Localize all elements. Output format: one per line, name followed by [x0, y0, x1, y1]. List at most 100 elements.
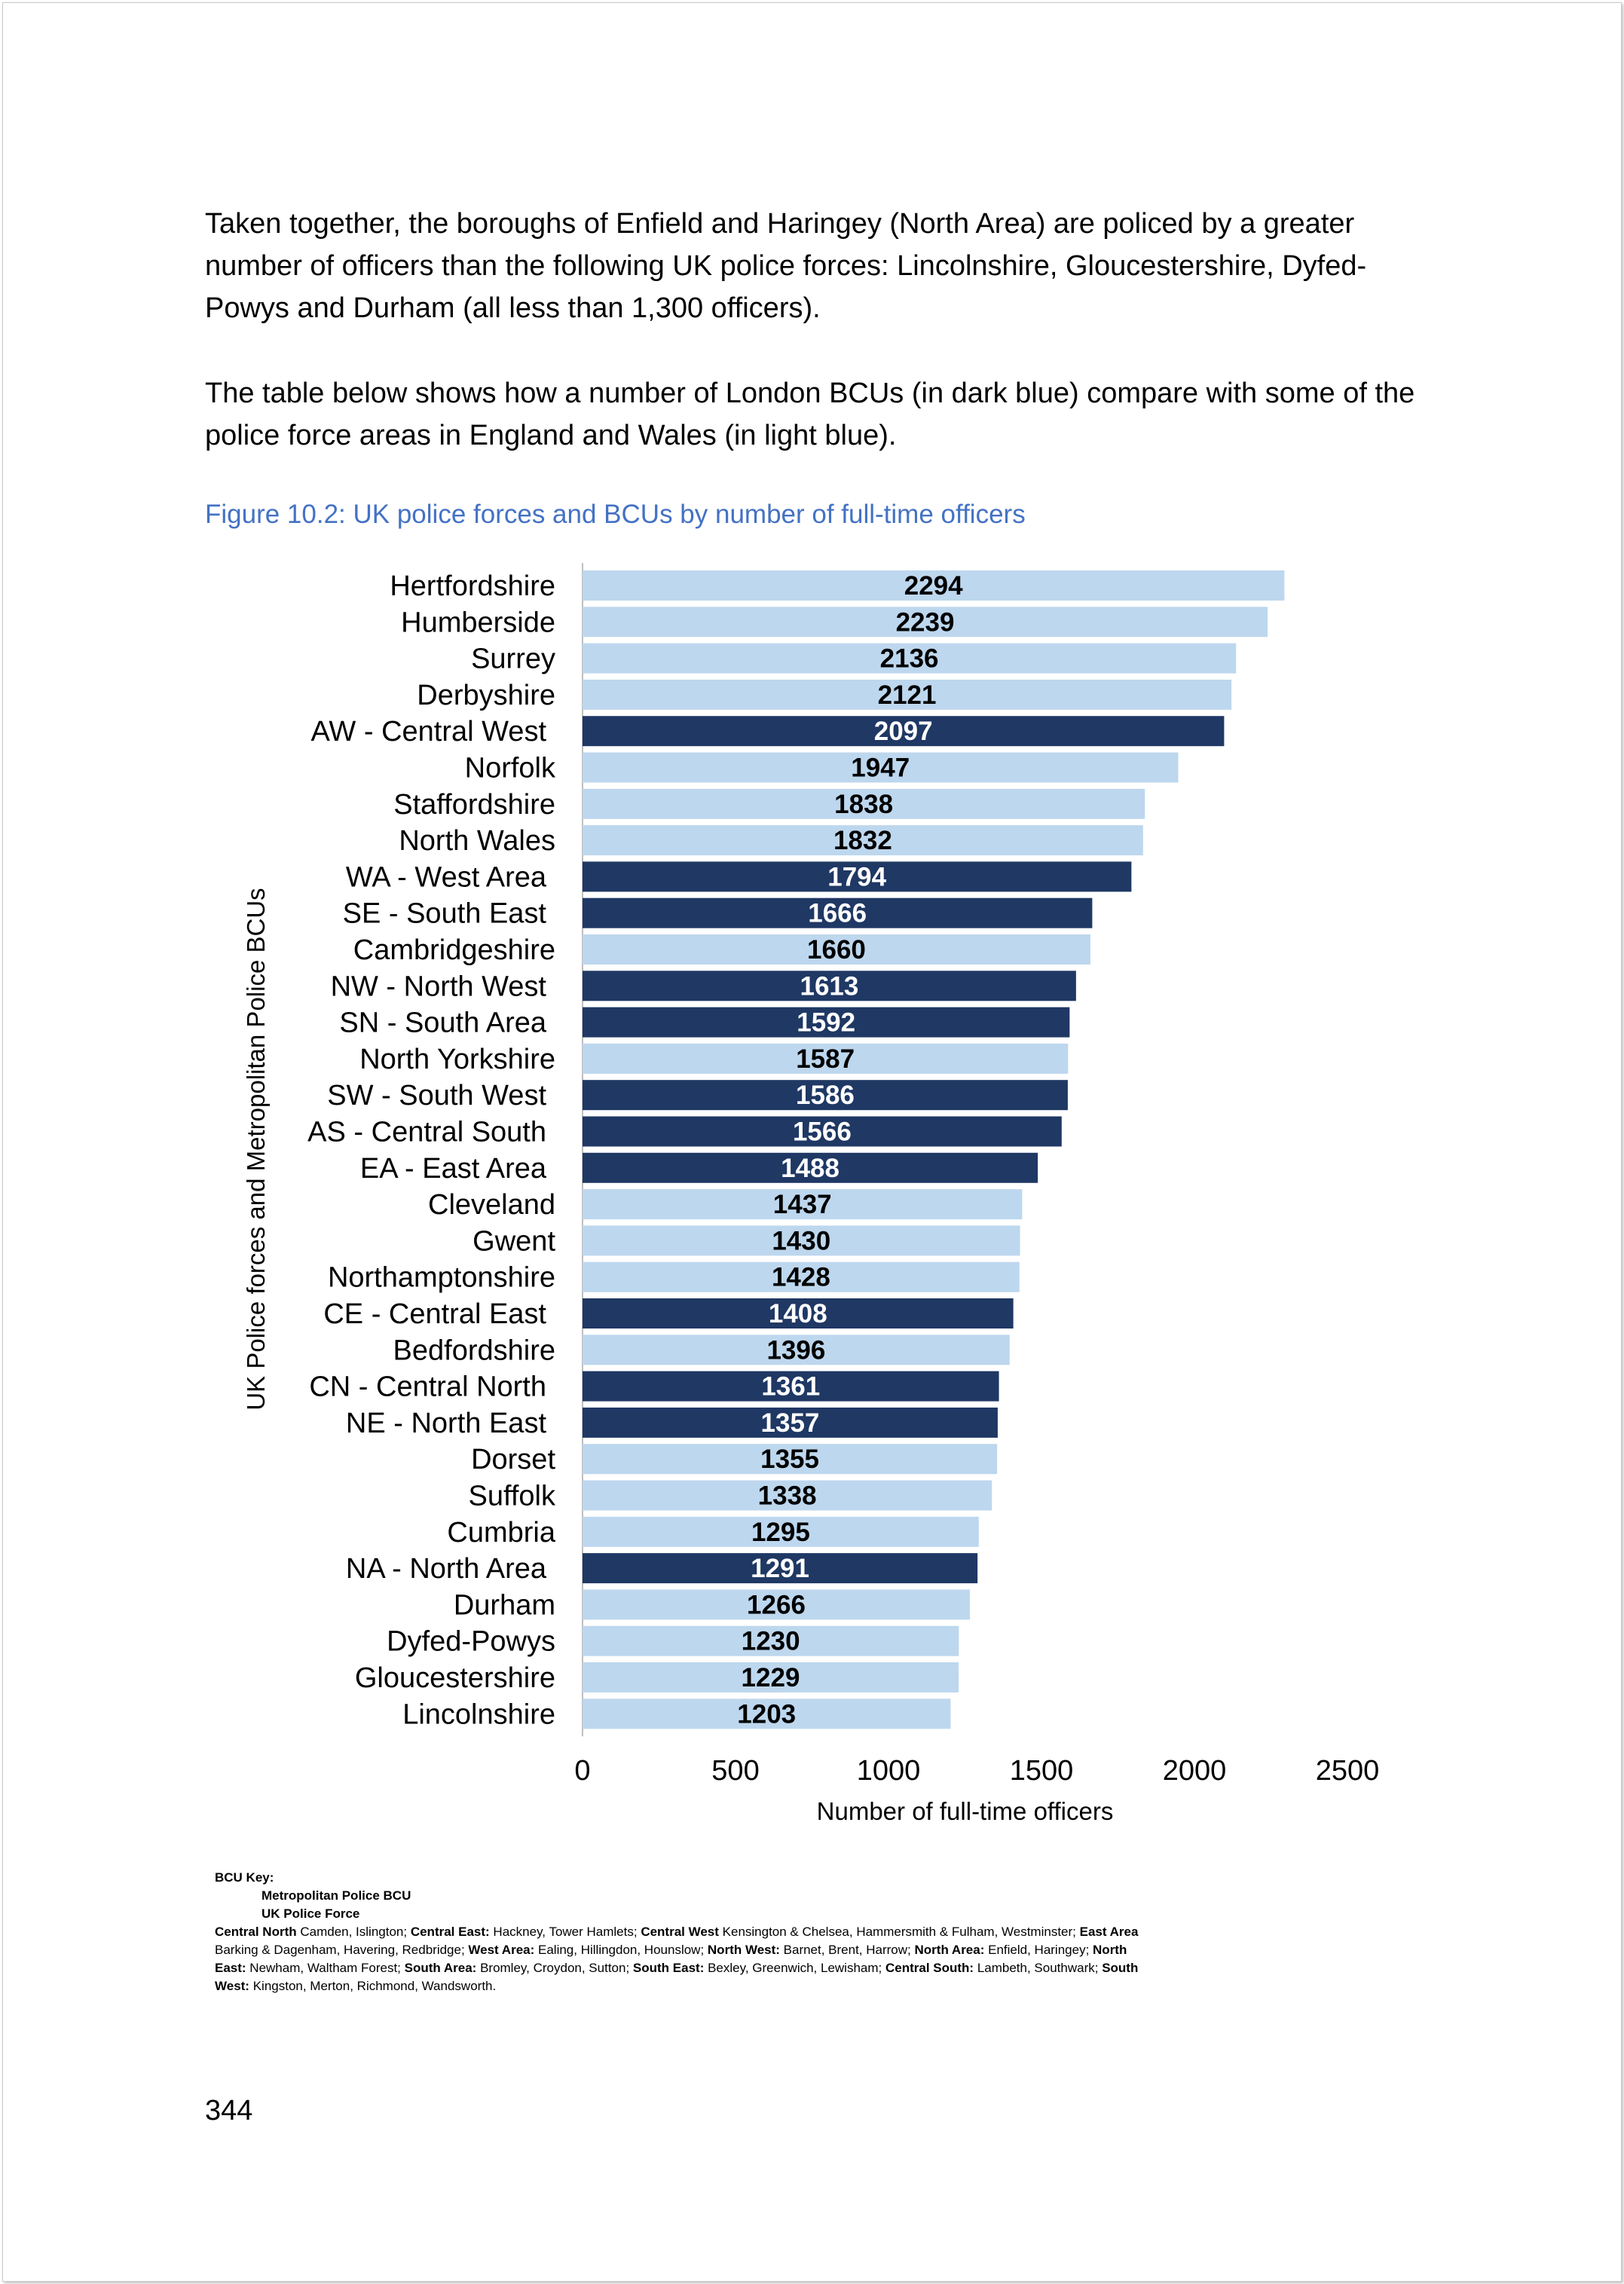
bar: [583, 1225, 1020, 1256]
bar: [583, 1043, 1069, 1074]
bar: [583, 1662, 959, 1692]
category-label: Derbyshire: [417, 680, 555, 711]
bar-value-label: 2294: [904, 571, 963, 601]
intro-paragraph-1: Taken together, the boroughs of Enfield …: [205, 208, 1367, 324]
bar: [583, 1444, 998, 1475]
x-tick-label: 2500: [1316, 1755, 1380, 1787]
key-area-boroughs: Lambeth, Southwark;: [974, 1961, 1103, 1975]
x-axis-title: Number of full-time officers: [817, 1797, 1114, 1825]
category-label: NW - North West: [331, 971, 547, 1002]
category-label: Cambridgeshire: [353, 934, 555, 966]
bar: [583, 1007, 1070, 1038]
x-tick-label: 500: [711, 1755, 759, 1787]
key-area-name: South Area:: [404, 1961, 477, 1975]
bar-value-label: 2097: [874, 717, 933, 746]
bar: [583, 1116, 1062, 1147]
bar: [583, 1371, 999, 1402]
bar-value-label: 1361: [761, 1372, 820, 1402]
bar: [583, 825, 1143, 856]
bar-value-label: 1430: [772, 1226, 830, 1255]
category-label: Staffordshire: [393, 789, 555, 821]
category-label: Hertfordshire: [390, 570, 555, 602]
bar-value-label: 2239: [896, 607, 955, 637]
bar-value-label: 1396: [766, 1335, 825, 1365]
category-label: North Yorkshire: [359, 1044, 555, 1075]
key-area-boroughs: Ealing, Hillingdon, Hounslow;: [534, 1943, 708, 1957]
key-area-boroughs: Kensington & Chelsea, Hammersmith & Fulh…: [718, 1925, 1080, 1939]
category-label: Surrey: [471, 644, 555, 675]
bcu-key-legend-force: UK Police Force: [261, 1906, 360, 1921]
bar-value-label: 1660: [807, 935, 866, 965]
category-label: Durham: [454, 1589, 555, 1621]
bar-value-label: 1947: [851, 754, 910, 783]
bar-value-label: 1355: [760, 1445, 819, 1474]
key-area-boroughs: Bexley, Greenwich, Lewisham;: [704, 1961, 885, 1975]
category-label: Gwent: [473, 1225, 555, 1257]
bar: [583, 1189, 1023, 1220]
bar-value-label: 1203: [737, 1699, 796, 1729]
category-label: AS - Central South: [307, 1117, 546, 1148]
bar-value-label: 1566: [793, 1118, 852, 1147]
key-area-name: Central West: [641, 1925, 719, 1939]
bar: [583, 1261, 1020, 1292]
category-label: Norfolk: [465, 753, 556, 784]
bar-value-label: 1428: [772, 1263, 830, 1292]
bar: [583, 716, 1225, 747]
x-tick-label: 2000: [1163, 1755, 1227, 1787]
bar: [583, 1698, 951, 1729]
key-area-name: South East:: [632, 1961, 705, 1975]
bar: [583, 1589, 970, 1620]
key-area-boroughs: Barnet, Brent, Harrow;: [779, 1943, 915, 1957]
key-area-name: East Area: [1079, 1925, 1139, 1939]
category-label: NE - North East: [346, 1408, 547, 1439]
key-area-boroughs: Bromley, Croydon, Sutton;: [476, 1961, 633, 1975]
bar-value-label: 1586: [796, 1081, 855, 1110]
category-label: AW - Central West: [311, 716, 547, 748]
x-tick-label: 0: [574, 1755, 590, 1787]
bar: [583, 1553, 978, 1584]
key-area-name: Central East:: [410, 1925, 490, 1939]
bar-value-label: 1230: [742, 1627, 800, 1656]
bar: [583, 752, 1179, 783]
category-label: SW - South West: [327, 1080, 546, 1111]
category-label: EA - East Area: [360, 1153, 547, 1185]
bar: [583, 1298, 1014, 1329]
key-area-boroughs: Camden, Islington;: [296, 1925, 411, 1939]
x-tick-label: 1500: [1010, 1755, 1074, 1787]
bar: [583, 679, 1232, 710]
category-label: Dyfed-Powys: [387, 1626, 555, 1658]
bar: [583, 1152, 1038, 1183]
y-axis-title: UK Police forces and Metropolitan Police…: [242, 888, 270, 1410]
bar: [583, 971, 1076, 1001]
bcu-key-heading: BCU Key:: [215, 1870, 274, 1885]
bar-value-label: 1437: [773, 1190, 832, 1219]
bar: [583, 607, 1268, 638]
category-label: Cumbria: [447, 1517, 555, 1549]
bar: [583, 1516, 979, 1547]
key-area-name: North East:: [215, 1943, 1127, 1975]
category-label: SE - South East: [343, 898, 547, 930]
bar: [583, 643, 1237, 674]
key-area-name: North Area:: [914, 1943, 985, 1957]
intro-paragraph-2: The table below shows how a number of Lo…: [205, 378, 1415, 451]
bar-value-label: 1266: [747, 1590, 806, 1619]
bcu-key-legend-bcu: Metropolitan Police BCU: [261, 1888, 411, 1903]
category-label: Northamptonshire: [328, 1262, 555, 1294]
bar-value-label: 1587: [796, 1044, 855, 1074]
key-area-name: North West:: [707, 1943, 780, 1957]
bar: [583, 861, 1132, 892]
figure-caption: Figure 10.2: UK police forces and BCUs b…: [205, 500, 1026, 529]
category-label: Lincolnshire: [402, 1698, 555, 1730]
bar-value-label: 1291: [751, 1554, 809, 1583]
bar: [583, 1480, 992, 1511]
x-tick-label: 1000: [857, 1755, 921, 1787]
key-area-boroughs: Kingston, Merton, Richmond, Wandsworth.: [249, 1979, 497, 1993]
bar-value-label: 1794: [827, 862, 886, 891]
key-area-name: Central North: [215, 1925, 297, 1939]
category-label: SN - South Area: [339, 1007, 546, 1039]
category-label: Humberside: [401, 607, 555, 638]
key-area-boroughs: Enfield, Haringey;: [984, 1943, 1093, 1957]
category-label: Suffolk: [469, 1481, 556, 1512]
bar-value-label: 1338: [758, 1481, 817, 1511]
